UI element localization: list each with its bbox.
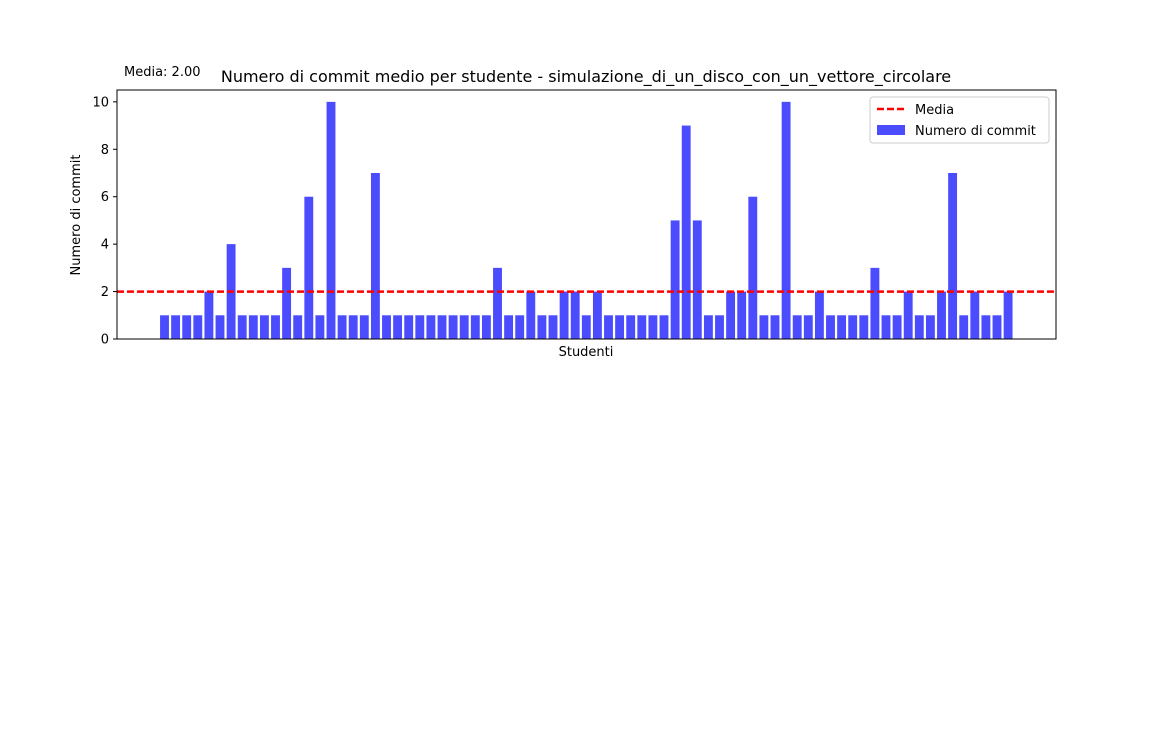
- bar: [326, 101, 336, 339]
- bar: [193, 315, 203, 339]
- bar: [715, 315, 724, 339]
- legend-bar-swatch: [877, 125, 905, 135]
- bar: [803, 315, 813, 339]
- bar: [604, 315, 613, 339]
- bar: [615, 315, 625, 339]
- legend-mean-label: Media: [915, 103, 954, 118]
- bar: [182, 315, 192, 339]
- bar: [370, 173, 380, 339]
- bar: [859, 315, 869, 339]
- bar: [637, 315, 647, 339]
- bar: [481, 315, 491, 339]
- y-tick-label: 0: [101, 333, 109, 348]
- bar: [692, 220, 702, 339]
- bar: [404, 315, 414, 339]
- bar: [737, 291, 747, 339]
- y-tick-label: 4: [101, 238, 109, 253]
- bar: [870, 267, 880, 339]
- bar: [837, 315, 847, 339]
- bar: [459, 315, 469, 339]
- legend-box: [869, 96, 1050, 144]
- x-axis-label: Studenti: [559, 345, 614, 360]
- bar: [215, 315, 225, 339]
- bar: [515, 315, 525, 339]
- bar: [448, 315, 458, 339]
- bar: [548, 315, 558, 339]
- bar: [925, 315, 935, 339]
- y-axis-label: Numero di commit: [69, 155, 84, 276]
- bar: [792, 315, 802, 339]
- bar: [282, 267, 292, 339]
- chart-title: Numero di commit medio per studente - si…: [221, 67, 951, 87]
- bar: [437, 315, 447, 339]
- plot-frame: [116, 89, 1057, 340]
- bar: [1003, 291, 1013, 339]
- bar: [526, 291, 536, 339]
- y-axis-ticks: 0 2 4 6 8 10: [92, 95, 117, 348]
- bar: [470, 315, 480, 339]
- bar: [948, 173, 958, 339]
- bar: [814, 291, 824, 339]
- bar: [382, 315, 391, 339]
- bar: [759, 315, 769, 339]
- bar: [259, 315, 269, 339]
- bar: [959, 315, 969, 339]
- bar: [570, 291, 580, 339]
- bar: [903, 291, 913, 339]
- bar: [592, 291, 602, 339]
- bar: [981, 315, 991, 339]
- bar: [537, 315, 547, 339]
- bar: [848, 315, 858, 339]
- mean-annotation: Media: 2.00: [124, 65, 201, 80]
- bar: [992, 315, 1002, 339]
- bar: [937, 291, 946, 339]
- bar: [770, 315, 780, 339]
- bar: [626, 315, 636, 339]
- bar: [914, 315, 924, 339]
- bar: [293, 315, 303, 339]
- bar: [171, 315, 181, 339]
- bar: [237, 315, 247, 339]
- bar: [493, 267, 502, 339]
- bar: [348, 315, 358, 339]
- legend: Media Numero di commit: [869, 96, 1050, 144]
- bar: [315, 315, 325, 339]
- bar: [304, 196, 314, 339]
- bar: [504, 315, 514, 339]
- bar: [670, 220, 680, 339]
- legend-bar-label: Numero di commit: [915, 124, 1036, 139]
- bar: [681, 125, 691, 339]
- bar: [204, 291, 214, 339]
- bar: [648, 315, 658, 339]
- y-tick-label: 2: [101, 285, 109, 300]
- bar: [726, 291, 736, 339]
- bar: [359, 315, 369, 339]
- bar: [271, 315, 280, 339]
- bar: [826, 315, 835, 339]
- bar: [581, 315, 591, 339]
- bar: [970, 291, 980, 339]
- bar: [160, 315, 169, 339]
- bar: [559, 291, 569, 339]
- bar: [248, 315, 258, 339]
- bar: [426, 315, 436, 339]
- bar: [781, 101, 791, 339]
- y-tick-label: 10: [92, 95, 109, 110]
- bar: [337, 315, 347, 339]
- bar: [892, 315, 902, 339]
- bar: [393, 315, 403, 339]
- bar: [703, 315, 713, 339]
- bar: [415, 315, 425, 339]
- y-tick-label: 6: [101, 190, 109, 205]
- bar: [659, 315, 669, 339]
- bar: [881, 315, 891, 339]
- y-tick-label: 8: [101, 143, 109, 158]
- bar: [748, 196, 758, 339]
